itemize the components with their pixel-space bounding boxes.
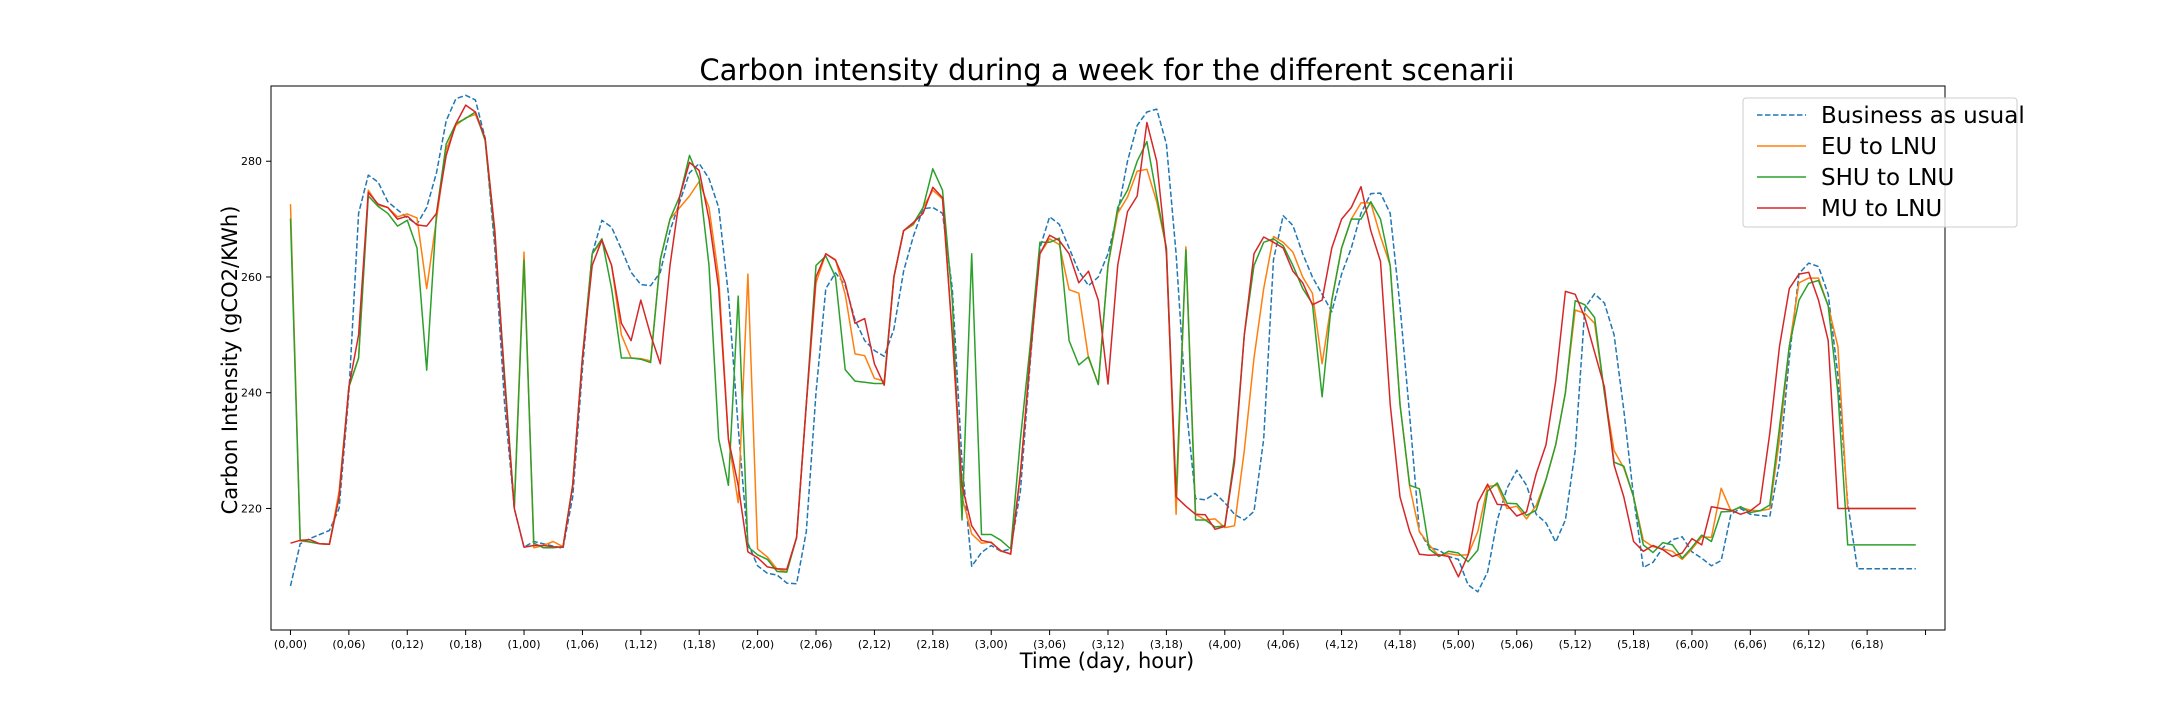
legend-label: SHU to LNU [1821, 165, 1954, 191]
x-tick-label: (2,18) [916, 638, 949, 651]
x-tick-label: (6,00) [1675, 638, 1708, 651]
x-tick-label: (5,00) [1442, 638, 1475, 651]
series-line-business-as-usual [289, 94, 1916, 593]
series-layer [289, 94, 1916, 593]
legend-label: Business as usual [1821, 103, 2025, 129]
x-tick-label: (4,06) [1267, 638, 1300, 651]
x-tick-label: (4,12) [1325, 638, 1358, 651]
legend-label: EU to LNU [1821, 134, 1937, 160]
x-tick-label: (5,06) [1500, 638, 1533, 651]
y-tick-label: 240 [241, 387, 262, 400]
y-axis: 220 240 260 280 [241, 155, 271, 515]
x-tick-label: (0,00) [274, 638, 307, 651]
series-line-mu-to-lnu [290, 104, 1916, 578]
x-tick-label: (1,12) [624, 638, 657, 651]
x-tick-label: (2,00) [741, 638, 774, 651]
x-tick-label: (2,12) [858, 638, 891, 651]
x-tick-label: (4,18) [1383, 638, 1416, 651]
x-tick-label: (4,00) [1208, 638, 1241, 651]
chart-title: Carbon intensity during a week for the d… [699, 53, 1514, 87]
x-tick-label: (0,06) [332, 638, 365, 651]
x-tick-label: (6,18) [1851, 638, 1884, 651]
x-tick-label: (3,06) [1033, 638, 1066, 651]
x-tick-label: (3,00) [975, 638, 1008, 651]
x-axis-label: Time (day, hour) [1019, 649, 1195, 673]
y-tick-label: 280 [241, 155, 262, 168]
x-tick-label: (3,12) [1091, 638, 1124, 651]
x-tick-label: (1,00) [508, 638, 541, 651]
x-tick-label: (1,06) [566, 638, 599, 651]
x-tick-label: (5,12) [1559, 638, 1592, 651]
legend: Business as usual EU to LNU SHU to LNU MU t… [1742, 97, 2025, 228]
x-axis: (0,00) (0,06) (0,12) (0,18) (1,00) (1,06) (1,1… [274, 630, 1927, 651]
legend-label: MU to LNU [1821, 196, 1942, 222]
x-tick-label: (2,06) [799, 638, 832, 651]
x-tick-label: (3,18) [1150, 638, 1183, 651]
x-tick-label: (0,18) [449, 638, 482, 651]
legend-frame [1742, 97, 2018, 228]
x-tick-label: (6,12) [1792, 638, 1825, 651]
y-axis-label: Carbon Intensity (gCO2/KWh) [218, 206, 242, 515]
x-tick-label: (0,12) [391, 638, 424, 651]
y-tick-label: 260 [241, 271, 262, 284]
x-tick-label: (5,18) [1617, 638, 1650, 651]
y-tick-label: 220 [241, 502, 262, 515]
x-tick-label: (6,06) [1734, 638, 1767, 651]
x-tick-label: (1,18) [683, 638, 716, 651]
